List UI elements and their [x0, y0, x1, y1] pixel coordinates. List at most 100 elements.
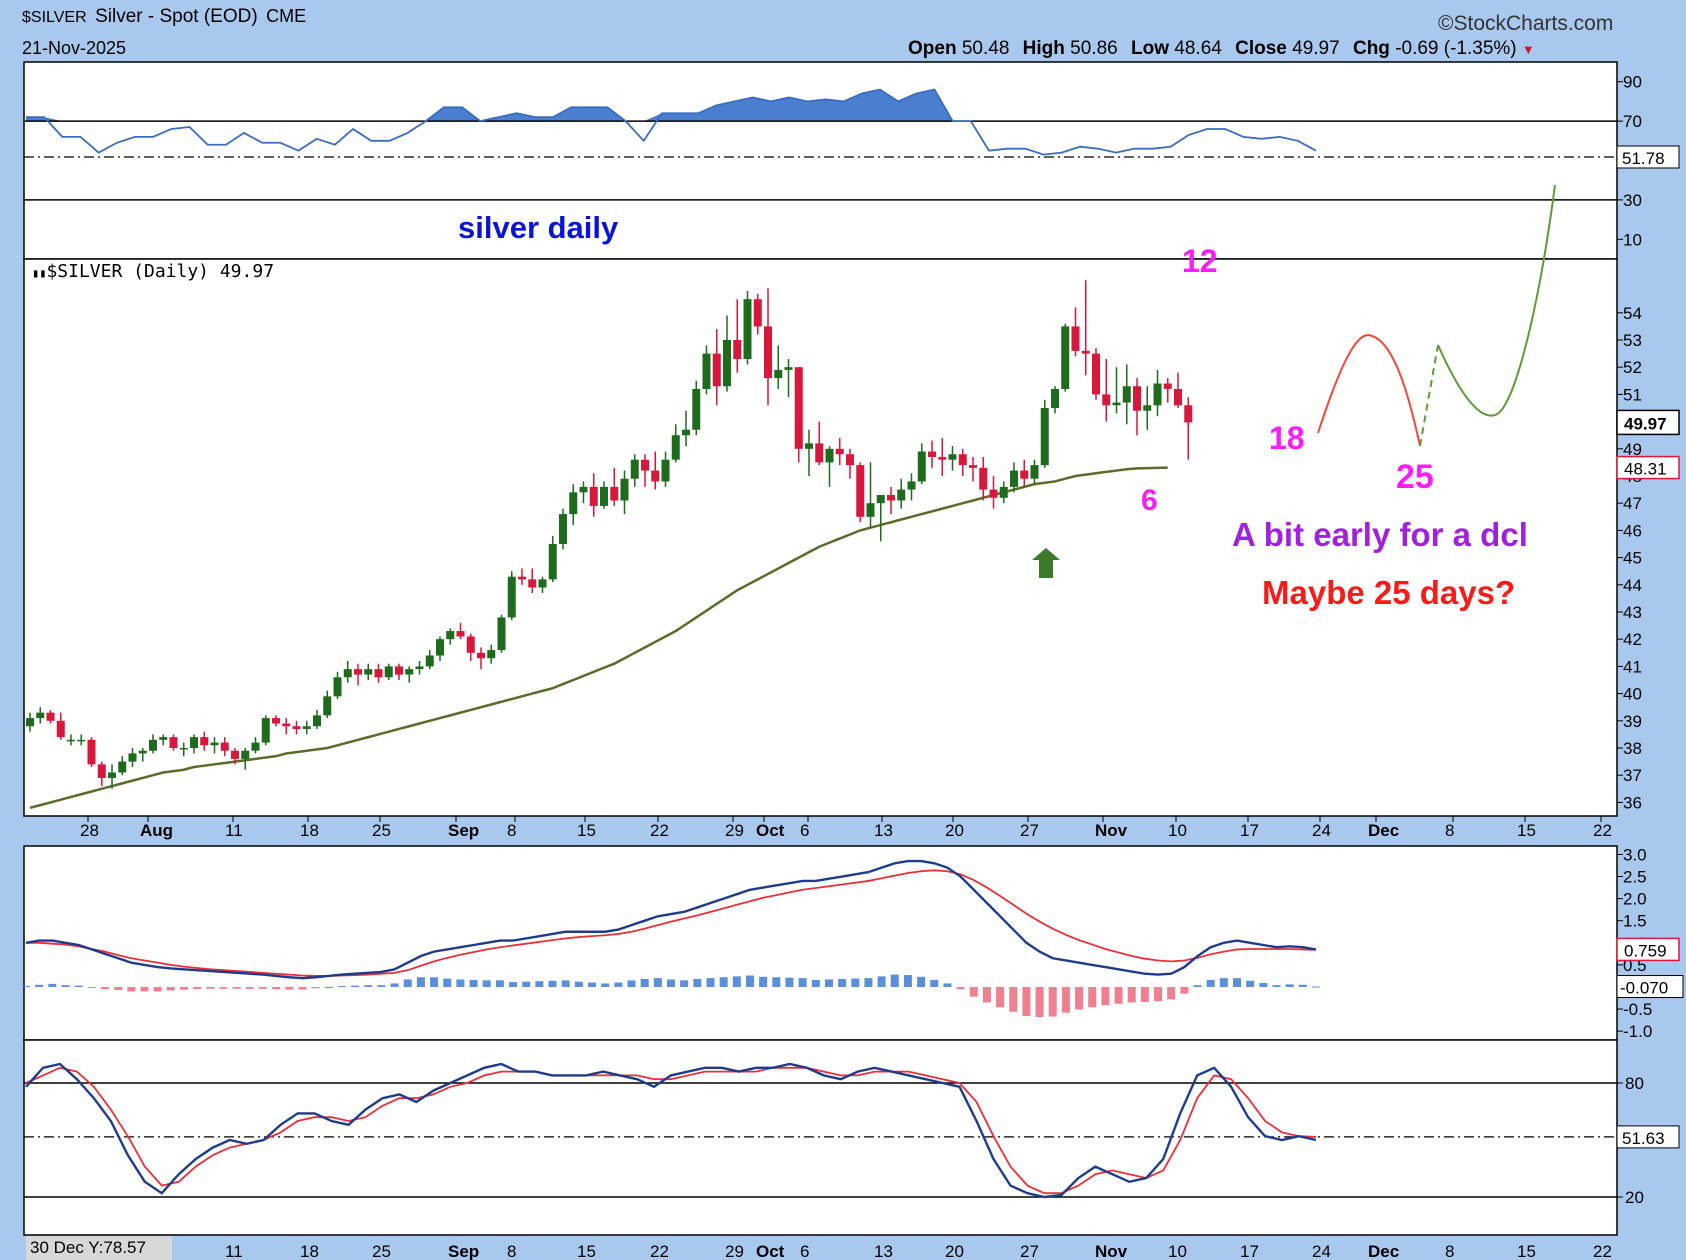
x-tick-label: 8 [1445, 821, 1454, 840]
candle-body [928, 451, 936, 457]
macd-histogram-bar [680, 980, 689, 987]
macd-histogram-bar [548, 980, 557, 987]
candle-body [415, 666, 424, 670]
macd-histogram-bar [100, 986, 109, 990]
candle-body [559, 514, 567, 544]
candle-body [1061, 326, 1070, 389]
macd-histogram-bar [930, 979, 939, 987]
macd-histogram-bar [48, 983, 57, 987]
exchange-label: CME [266, 6, 307, 26]
note-days: Maybe 25 days? [1262, 574, 1516, 611]
candle-body [497, 617, 506, 651]
candle-body [210, 742, 219, 746]
cycle-label-12: 12 [1182, 243, 1218, 279]
stoch-value-box [1616, 1125, 1680, 1149]
rsi-tick-label: 70 [1623, 112, 1642, 131]
candle-body [292, 726, 301, 729]
macd-histogram-bar [153, 986, 162, 992]
candle-body [1040, 408, 1049, 466]
candle-body [661, 459, 670, 482]
macd-histogram-bar [706, 978, 715, 987]
ma-value-label: 48.31 [1624, 460, 1667, 479]
stoch-tick-label: 20 [1625, 1188, 1644, 1207]
macd-histogram-bar [798, 978, 807, 987]
x-tick-label: Dec [1368, 821, 1399, 840]
macd-histogram-bar [1022, 986, 1031, 1017]
candle-body [477, 652, 485, 659]
macd-histogram-bar [509, 982, 518, 987]
x-tick-label-bottom: 11 [225, 1242, 243, 1260]
x-tick-label: 20 [945, 821, 964, 840]
macd-histogram-bar [469, 979, 478, 987]
stoch-value-label: 51.63 [1622, 1129, 1665, 1148]
macd-histogram-bar [1219, 978, 1228, 987]
candle-body [323, 696, 332, 716]
x-tick-label: 22 [1593, 821, 1612, 840]
candle-body [620, 478, 629, 501]
x-tick-label-bottom: 24 [1312, 1242, 1331, 1260]
macd-histogram-bar [627, 980, 636, 987]
close-value-box [1616, 409, 1680, 436]
rsi-tick-label: 10 [1623, 230, 1642, 249]
macd-histogram-bar [824, 979, 833, 987]
macd-histogram-bar [482, 980, 491, 987]
candle-body [138, 750, 147, 754]
candle-body [282, 723, 291, 727]
macd-histogram-bar [206, 986, 215, 989]
macd-line [25, 859, 1317, 980]
macd-layer [22, 859, 1320, 1018]
candle-body [1143, 405, 1152, 411]
candle-body [1112, 402, 1121, 406]
candle-body [979, 467, 988, 490]
candle-body [1071, 326, 1080, 351]
candle-body [856, 465, 865, 517]
macd-histogram-bar [456, 979, 465, 987]
macd-tick-label: 2.5 [1623, 868, 1647, 887]
macd-tick-label: 2.0 [1623, 890, 1647, 909]
stoch-d-line [25, 1066, 1317, 1195]
candle-body [1153, 383, 1162, 406]
macd-histogram-bar [430, 977, 439, 987]
x-tick-label-bottom: 20 [945, 1242, 964, 1260]
candle-body [384, 666, 393, 678]
macd-histogram-bar [416, 977, 425, 987]
macd-histogram-bar [114, 986, 123, 991]
candle-body [128, 753, 137, 762]
x-tick-label: 15 [1517, 821, 1536, 840]
candle-body [251, 742, 260, 751]
macd-histogram-bar [864, 978, 873, 987]
candle-body [805, 443, 813, 449]
high-label: High [1022, 38, 1065, 59]
cycle-label-6: 6 [1141, 484, 1158, 517]
macd-histogram-bar [1259, 983, 1268, 987]
x-tick-label-bottom: 8 [1445, 1242, 1454, 1260]
candle-body [671, 435, 680, 460]
brand-logo: ©StockCharts.com [1438, 12, 1614, 35]
candle-body [897, 489, 906, 501]
candle-body [436, 639, 444, 656]
candle-body [1092, 353, 1100, 395]
x-tick-label: 6 [800, 821, 809, 840]
rsi-tick-label: 30 [1623, 191, 1642, 210]
candle-body [354, 669, 362, 675]
candle-body [876, 495, 885, 504]
candle-body [723, 340, 731, 387]
price-tick-label: 47 [1623, 494, 1642, 513]
candle-body [651, 470, 660, 482]
macd-histogram-bar [298, 986, 307, 990]
macd-histogram-bar [838, 979, 847, 987]
candle-body [220, 742, 229, 751]
bottom-readout: 30 Dec Y:78.57 [26, 1236, 172, 1260]
candle-body [743, 299, 752, 360]
macd-histogram-bar [1127, 986, 1136, 1003]
candle-body [179, 748, 188, 750]
projection-red-curve [1317, 334, 1421, 447]
rsi-layer [24, 88, 1617, 201]
macd-histogram-bar [311, 986, 320, 989]
macd-histogram-bar [535, 981, 544, 987]
macd-histogram-bar [890, 974, 899, 987]
macd-histogram-bar [522, 981, 531, 987]
x-tick-label: Aug [140, 821, 173, 840]
low-label: Low [1131, 38, 1169, 59]
